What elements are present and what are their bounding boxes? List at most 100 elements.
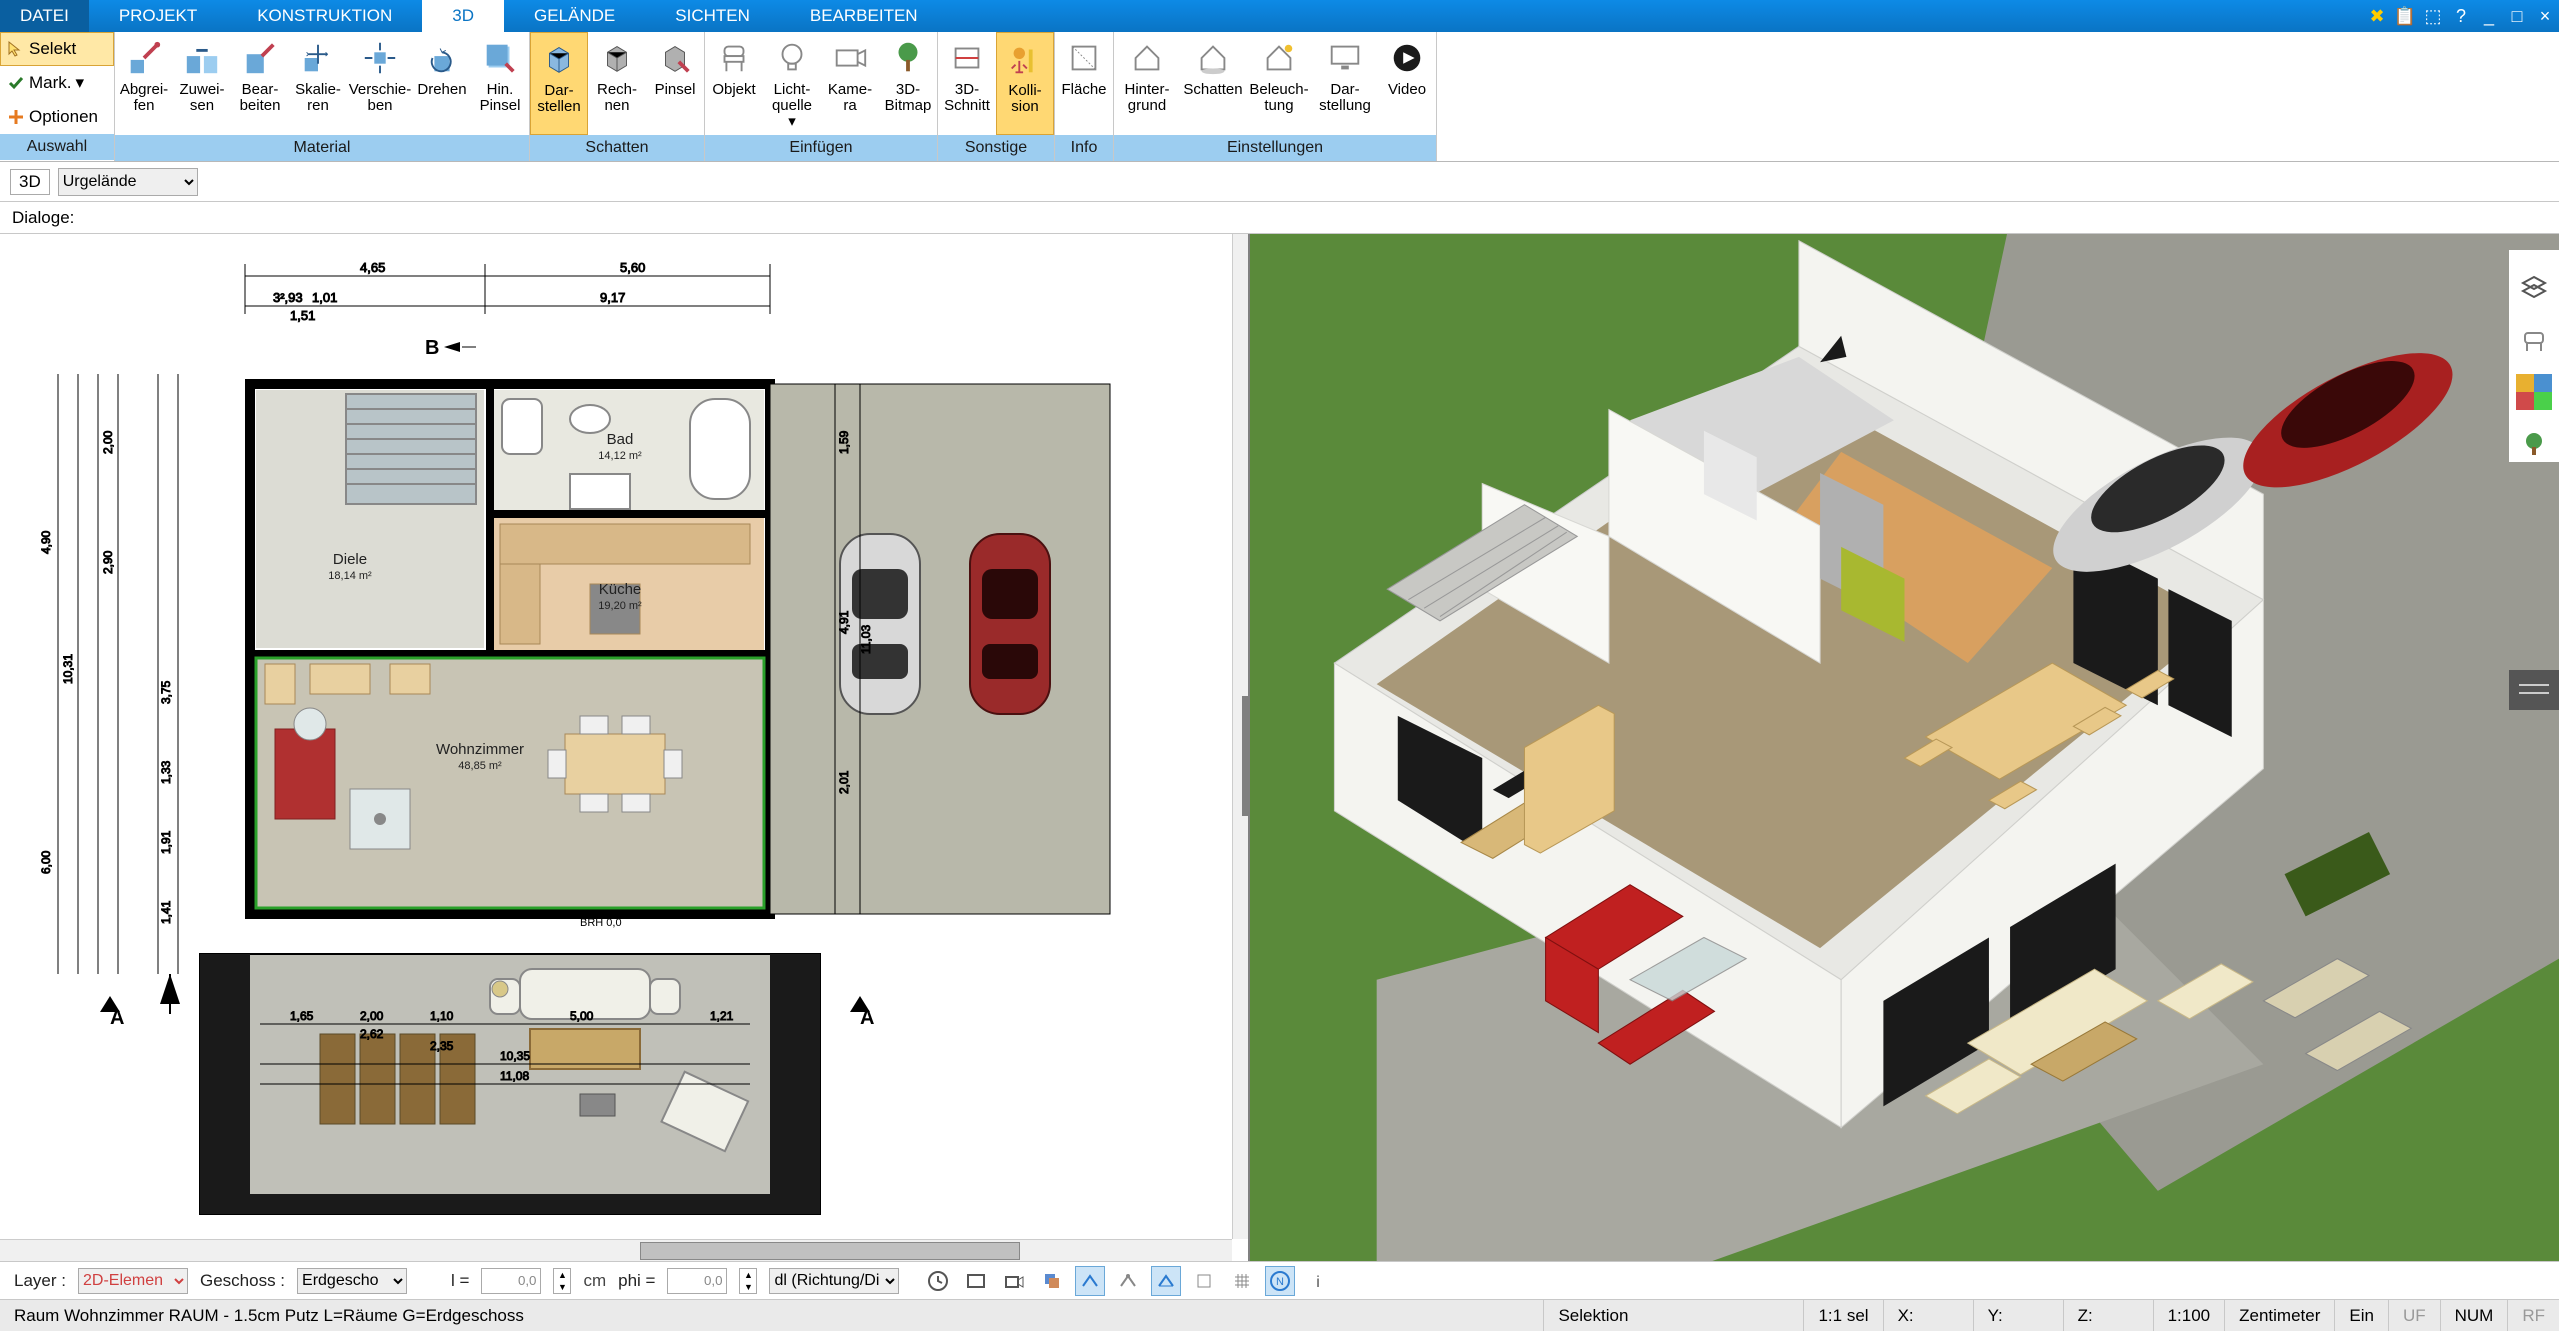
objekt-button[interactable]: Objekt [705, 32, 763, 135]
scrollbar-horizontal-2d[interactable] [0, 1239, 1232, 1261]
menu-projekt[interactable]: PROJEKT [89, 0, 227, 32]
cursor-icon [7, 40, 25, 58]
video-button[interactable]: Video [1378, 32, 1436, 135]
grid-icon[interactable] [1227, 1266, 1257, 1296]
menu-konstruktion[interactable]: KONSTRUKTION [227, 0, 422, 32]
layers-icon[interactable] [2516, 270, 2552, 306]
optionen-button[interactable]: Optionen [0, 100, 114, 134]
chair-icon [714, 38, 754, 78]
group-auswahl: Selekt Mark. ▾ Optionen Auswahl [0, 32, 115, 161]
svg-text:2,35: 2,35 [430, 1039, 454, 1053]
area-icon [1064, 38, 1104, 78]
bearbeiten-button[interactable]: Bear- beiten [231, 32, 289, 135]
pane-3d[interactable] [1250, 234, 2559, 1261]
layer-select[interactable]: 2D-Elemen [78, 1268, 188, 1294]
menu-datei[interactable]: DATEI [0, 0, 89, 32]
tools-icon[interactable]: ✖ [2363, 0, 2391, 32]
direction-select[interactable]: dl (Richtung/Di [769, 1268, 899, 1294]
kamera-button[interactable]: Kame- ra [821, 32, 879, 135]
group-label-info: Info [1055, 135, 1113, 161]
svg-text:1,10: 1,10 [430, 1009, 454, 1023]
bulb-icon [772, 38, 812, 78]
svg-text:1,91: 1,91 [159, 830, 173, 854]
terrain-select[interactable]: Urgelände [58, 168, 198, 196]
l-stepper[interactable]: ▲▼ [553, 1268, 571, 1294]
verschieben-button[interactable]: Verschie- ben [347, 32, 413, 135]
status-num: NUM [2441, 1300, 2509, 1331]
info-icon[interactable]: i [1303, 1266, 1333, 1296]
l-input[interactable] [481, 1268, 541, 1294]
app-icon[interactable]: ⬚ [2419, 0, 2447, 32]
zuweisen-button[interactable]: Zuwei- sen [173, 32, 231, 135]
view3d-canvas[interactable] [1250, 234, 2559, 1261]
pane-2d[interactable]: 4,655,60 3²,931,01 9,17 1,51 4,90 10,31 … [0, 234, 1250, 1261]
skalieren-button[interactable]: Skalie- ren [289, 32, 347, 135]
status-x: X: [1884, 1300, 1974, 1331]
plant-icon[interactable] [2516, 426, 2552, 462]
abgreifen-button[interactable]: Abgrei- fen [115, 32, 173, 135]
svg-text:Küche: Küche [599, 581, 642, 598]
mark-button[interactable]: Mark. ▾ [0, 66, 114, 100]
drehen-button[interactable]: Drehen [413, 32, 471, 135]
flaeche-button[interactable]: Fläche [1055, 32, 1113, 135]
dialoge-bar: Dialoge: [0, 202, 2559, 234]
preview-icon[interactable] [961, 1266, 991, 1296]
snap2-icon[interactable] [1113, 1266, 1143, 1296]
workspace: 4,655,60 3²,931,01 9,17 1,51 4,90 10,31 … [0, 234, 2559, 1261]
hintergrund-button[interactable]: Hinter- grund [1114, 32, 1180, 135]
group-info: Fläche Info [1055, 32, 1114, 161]
phi-input[interactable] [667, 1268, 727, 1294]
close-icon[interactable]: × [2531, 0, 2559, 32]
group-label-auswahl: Auswahl [0, 134, 114, 160]
view-mode[interactable]: 3D [10, 169, 50, 195]
darstellen-button[interactable]: Dar- stellen [530, 32, 588, 135]
pane-splitter[interactable] [1242, 696, 1250, 816]
svg-text:Diele: Diele [333, 551, 367, 568]
pinsel-button[interactable]: Pinsel [646, 32, 704, 135]
view-toolbar: 3D Urgelände [0, 162, 2559, 202]
svg-text:1,33: 1,33 [159, 760, 173, 784]
snap1-icon[interactable] [1075, 1266, 1105, 1296]
menu-3d[interactable]: 3D [422, 0, 504, 32]
camera2-icon[interactable] [999, 1266, 1029, 1296]
hinpinsel-button[interactable]: Hin. Pinsel [471, 32, 529, 135]
3d-schnitt-button[interactable]: 3D- Schnitt [938, 32, 996, 135]
maximize-icon[interactable]: □ [2503, 0, 2531, 32]
help-icon[interactable]: ? [2447, 0, 2475, 32]
menu-gelaende[interactable]: GELÄNDE [504, 0, 645, 32]
schatten-set-button[interactable]: Schatten [1180, 32, 1246, 135]
phi-stepper[interactable]: ▲▼ [739, 1268, 757, 1294]
selekt-button[interactable]: Selekt [0, 32, 114, 66]
menu-bearbeiten[interactable]: BEARBEITEN [780, 0, 948, 32]
snap3-icon[interactable] [1151, 1266, 1181, 1296]
3d-bitmap-button[interactable]: 3D- Bitmap [879, 32, 937, 135]
north-icon[interactable]: N [1265, 1266, 1295, 1296]
toolstrip-handle[interactable] [2509, 670, 2559, 710]
lichtquelle-button[interactable]: Licht- quelle ▾ [763, 32, 821, 135]
svg-text:BRH 0,0: BRH 0,0 [580, 917, 622, 929]
svg-text:2,90: 2,90 [101, 550, 115, 574]
clock-icon[interactable] [923, 1266, 953, 1296]
floorplan-canvas[interactable]: 4,655,60 3²,931,01 9,17 1,51 4,90 10,31 … [0, 234, 1232, 1239]
rechnen-button[interactable]: Rech- nen [588, 32, 646, 135]
menu-bar: DATEI PROJEKT KONSTRUKTION 3D GELÄNDE SI… [0, 0, 2559, 32]
svg-text:3²,93: 3²,93 [273, 290, 303, 305]
svg-text:B: B [425, 337, 439, 359]
palette-icon[interactable] [2516, 374, 2552, 410]
furniture-icon[interactable] [2516, 322, 2552, 358]
menu-sichten[interactable]: SICHTEN [645, 0, 780, 32]
cube-calc-icon [597, 38, 637, 78]
minimize-icon[interactable]: _ [2475, 0, 2503, 32]
edit-material-icon [240, 38, 280, 78]
svg-text:4,91: 4,91 [837, 610, 851, 634]
kollision-button[interactable]: Kolli- sion [996, 32, 1054, 135]
svg-text:4,90: 4,90 [39, 530, 53, 554]
clipboard-icon[interactable]: 📋 [2391, 0, 2419, 32]
beleuchtung-button[interactable]: Beleuch- tung [1246, 32, 1312, 135]
layers2-icon[interactable] [1037, 1266, 1067, 1296]
group-label-material: Material [115, 135, 529, 161]
darstellung-button[interactable]: Dar- stellung [1312, 32, 1378, 135]
snap4-icon[interactable] [1189, 1266, 1219, 1296]
group-label-schatten: Schatten [530, 135, 704, 161]
geschoss-select[interactable]: Erdgescho [297, 1268, 407, 1294]
